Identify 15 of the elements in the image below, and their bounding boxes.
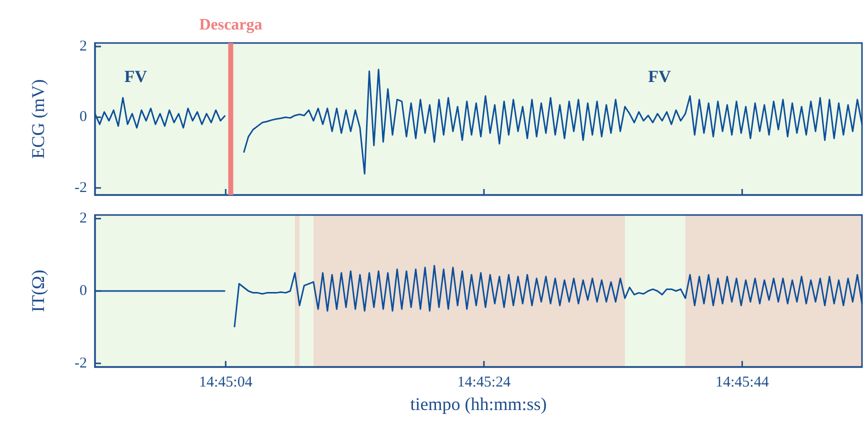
- annotation: FV: [648, 66, 672, 86]
- y-tick-label: 2: [80, 38, 87, 55]
- x-tick-label: 14:45:44: [715, 374, 770, 390]
- y-tick-label: 0: [80, 283, 87, 299]
- x-tick-label: 14:45:24: [457, 374, 512, 390]
- x-tick-label: 14:45:04: [198, 374, 253, 390]
- y-tick-label: -2: [74, 355, 87, 372]
- x-axis-title: tiempo (hh:mm:ss): [410, 394, 547, 414]
- ref-line-label: Descarga: [199, 16, 262, 34]
- y-axis-title: IT(Ω): [28, 270, 48, 312]
- y-tick-label: 0: [80, 109, 87, 126]
- y-tick-label: -2: [74, 180, 87, 196]
- y-tick-label: 2: [80, 210, 87, 227]
- annotation: FV: [124, 66, 148, 86]
- y-axis-title: ECG (mV): [28, 79, 48, 159]
